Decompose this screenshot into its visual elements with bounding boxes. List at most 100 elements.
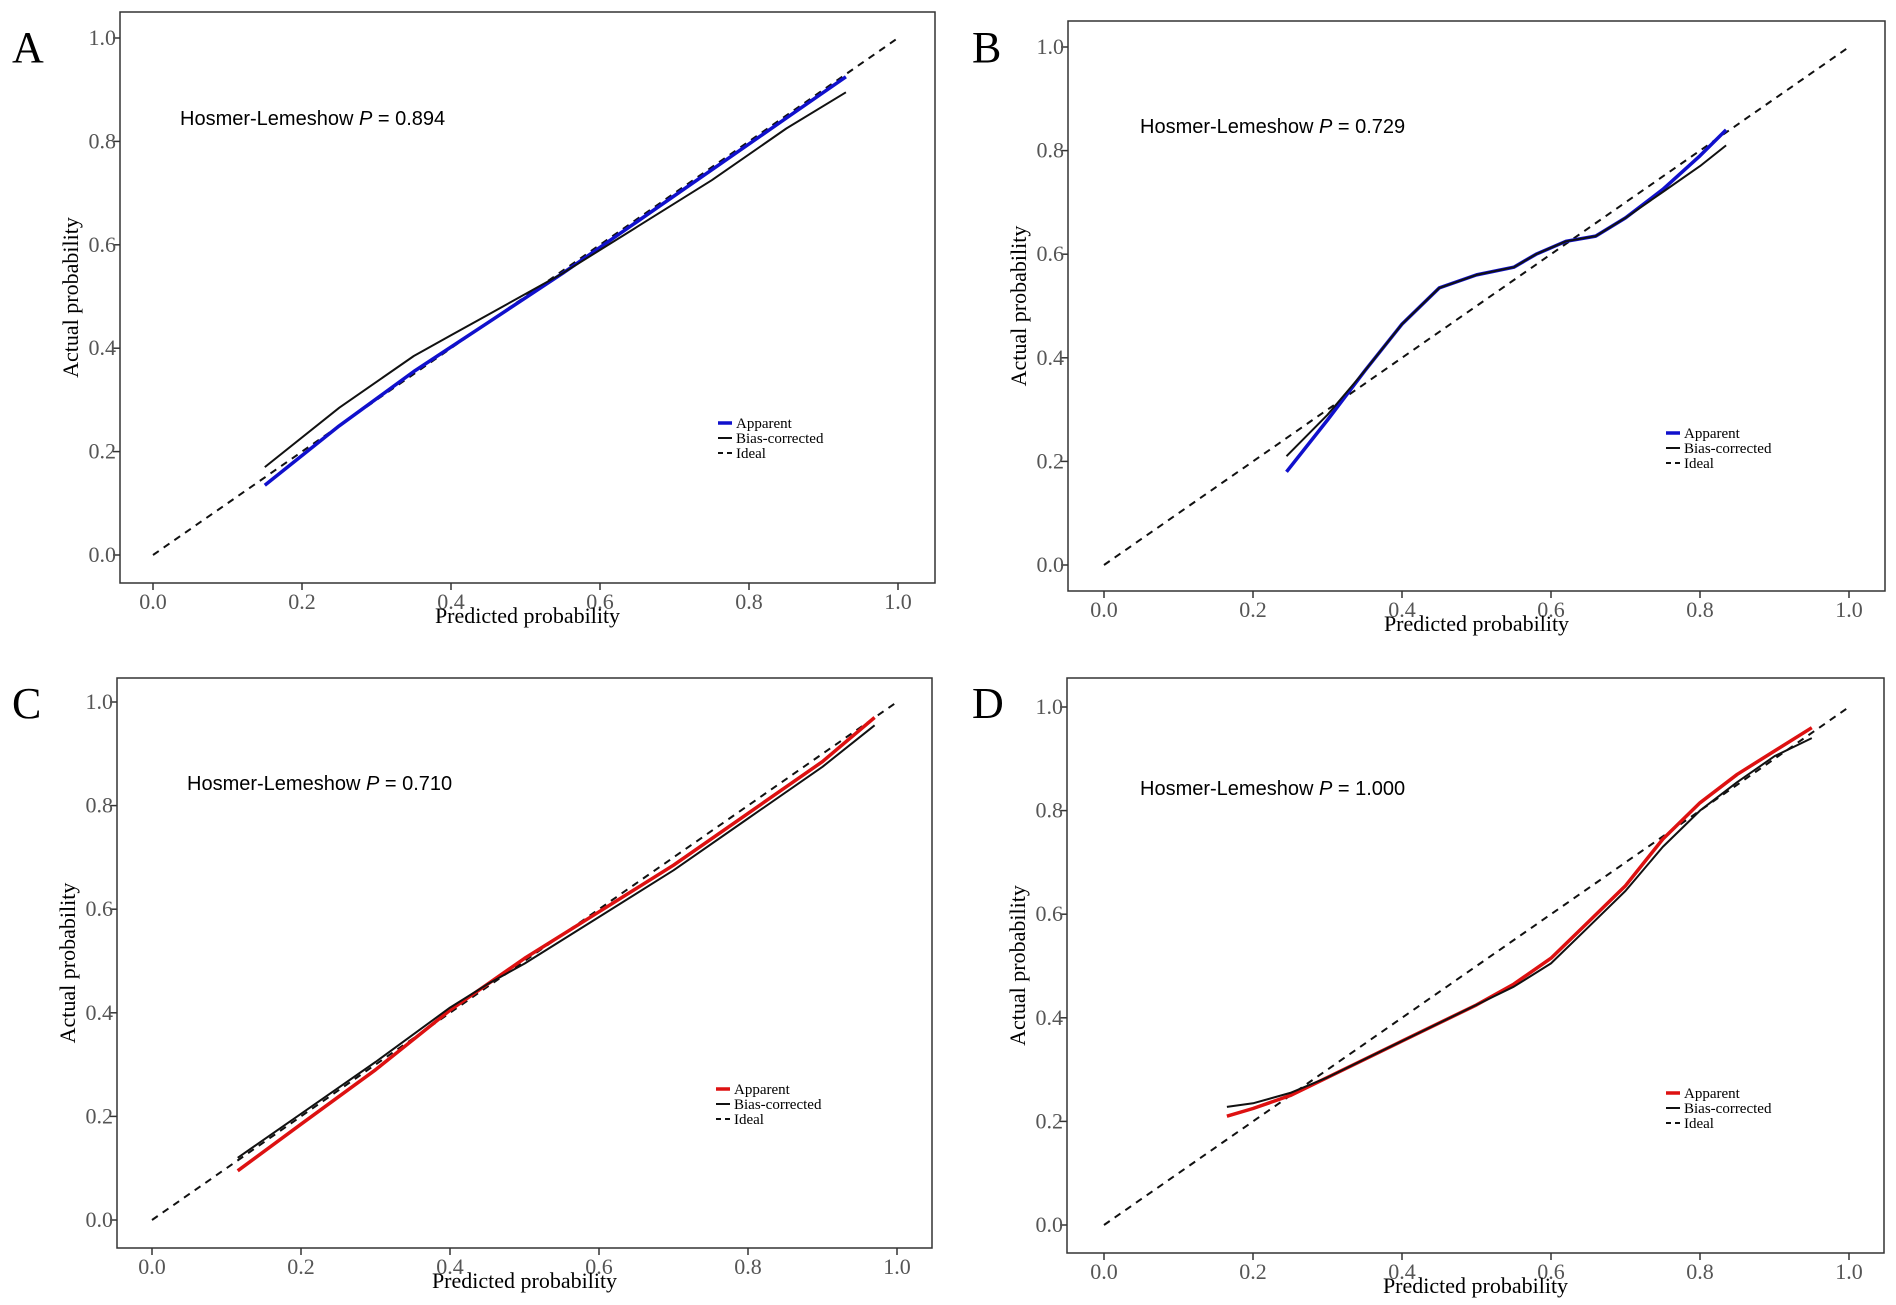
y-tick-label: 0.8 — [1037, 138, 1065, 163]
hl-p-symbol: P — [1319, 116, 1333, 138]
x-tick-label: 0.6 — [585, 1254, 613, 1279]
legend-label: Bias-corrected — [1684, 441, 1772, 457]
x-tick-label: 0.0 — [1090, 597, 1118, 622]
y-tick-label: 1.0 — [89, 25, 117, 50]
y-tick-label: 0.4 — [89, 335, 117, 360]
legend-label: Apparent — [736, 416, 793, 432]
legend-label: Ideal — [734, 1112, 764, 1128]
plot-frame — [1066, 677, 1885, 1254]
series-line-bias-corrected — [1285, 144, 1727, 457]
x-tick-label: 0.0 — [138, 1254, 166, 1279]
y-tick-label: 0.2 — [1037, 448, 1065, 473]
y-tick-label: 0.0 — [1036, 1212, 1064, 1237]
x-tick-label: 0.0 — [1090, 1259, 1118, 1284]
y-tick-label: 0.8 — [89, 128, 117, 153]
x-axis-title: Predicted probability — [1384, 611, 1569, 636]
legend-label: Bias-corrected — [736, 431, 824, 447]
series-line-apparent — [236, 716, 876, 1173]
panel-c: C 0.0 0.2 0.4 0.6 0.8 1.0 0.0 0.2 0.4 0.6 0.8 1.0 Pre… — [12, 677, 933, 1293]
series-line-ideal — [151, 701, 898, 1221]
series-line-bias-corrected — [237, 724, 876, 1159]
series-line-ideal — [1103, 706, 1850, 1226]
hosmer-lemeshow-annotation: Hosmer-Lemeshow P = 1.000 — [1140, 778, 1405, 800]
y-tick-label: 0.0 — [1037, 552, 1065, 577]
x-tick-label: 0.6 — [586, 589, 614, 614]
y-tick-label: 0.8 — [1036, 798, 1064, 823]
legend-label: Apparent — [734, 1082, 791, 1098]
x-tick-label: 0.8 — [1686, 597, 1714, 622]
hl-prefix: Hosmer-Lemeshow — [180, 108, 359, 130]
x-axis-title: Predicted probability — [1383, 1273, 1568, 1298]
x-tick-label: 0.6 — [1537, 597, 1565, 622]
hl-p-symbol: P — [366, 773, 380, 795]
y-tick-label: 0.2 — [1036, 1108, 1064, 1133]
series-line-ideal — [152, 37, 899, 556]
panel-letter: B — [972, 23, 1001, 72]
x-tick-label: 0.0 — [139, 589, 167, 614]
panel-letter: D — [972, 679, 1004, 728]
hl-p-symbol: P — [1319, 778, 1333, 800]
y-axis-title: Actual probability — [55, 883, 80, 1044]
y-tick-label: 0.0 — [86, 1207, 114, 1232]
panel-letter: C — [12, 679, 41, 728]
hl-prefix: Hosmer-Lemeshow — [1140, 116, 1319, 138]
y-axis-title: Actual probability — [1005, 885, 1030, 1046]
legend-label: Bias-corrected — [1684, 1101, 1772, 1117]
plot-frame — [1067, 20, 1886, 592]
y-tick-label: 0.6 — [89, 232, 117, 257]
series-line-bias-corrected — [264, 91, 847, 468]
y-tick-label: 0.6 — [1036, 901, 1064, 926]
x-tick-label: 1.0 — [884, 589, 912, 614]
series-line-bias-corrected — [1226, 737, 1813, 1108]
x-tick-label: 0.4 — [1388, 1259, 1416, 1284]
x-tick-label: 0.2 — [287, 1254, 315, 1279]
x-tick-label: 0.4 — [1388, 597, 1416, 622]
x-tick-label: 0.4 — [436, 1254, 464, 1279]
y-tick-label: 0.2 — [89, 439, 117, 464]
legend-label: Ideal — [736, 446, 766, 462]
x-axis-title: Predicted probability — [435, 603, 620, 628]
y-tick-label: 0.6 — [1037, 241, 1065, 266]
x-tick-label: 0.6 — [1537, 1259, 1565, 1284]
y-tick-label: 1.0 — [86, 689, 114, 714]
y-tick-label: 1.0 — [1036, 694, 1064, 719]
y-tick-label: 0.2 — [86, 1103, 114, 1128]
y-tick-label: 0.8 — [86, 793, 114, 818]
panel-d: D 0.0 0.2 0.4 0.6 0.8 1.0 0.0 0.2 0.4 0.6 0.8 1.0 Pre… — [972, 677, 1885, 1298]
x-tick-label: 0.8 — [1686, 1259, 1714, 1284]
legend-label: Bias-corrected — [734, 1097, 822, 1113]
x-axis-title: Predicted probability — [432, 1268, 617, 1293]
x-tick-label: 0.8 — [735, 589, 763, 614]
legend-label: Ideal — [1684, 1116, 1714, 1132]
hl-p-value: = 0.894 — [372, 108, 445, 130]
y-tick-label: 0.0 — [89, 542, 117, 567]
y-axis-title: Actual probability — [58, 217, 83, 378]
x-tick-label: 0.8 — [734, 1254, 762, 1279]
hl-p-symbol: P — [359, 108, 373, 130]
legend-label: Apparent — [1684, 1086, 1741, 1102]
y-tick-label: 0.4 — [1036, 1005, 1064, 1030]
x-tick-label: 1.0 — [883, 1254, 911, 1279]
hosmer-lemeshow-annotation: Hosmer-Lemeshow P = 0.729 — [1140, 116, 1405, 138]
panel-b: B 0.0 0.2 0.4 0.6 0.8 1.0 0.0 0.2 0.4 0.6 0.8 1.0 Pre… — [972, 20, 1886, 636]
y-tick-label: 1.0 — [1037, 34, 1065, 59]
hl-p-value: = 1.000 — [1332, 778, 1405, 800]
hosmer-lemeshow-annotation: Hosmer-Lemeshow P = 0.710 — [187, 773, 452, 795]
hl-prefix: Hosmer-Lemeshow — [1140, 778, 1319, 800]
x-tick-label: 0.2 — [1239, 597, 1267, 622]
series-line-apparent — [1285, 128, 1728, 473]
panel-a: A 0.0 0.2 0.4 0.6 0.8 1.0 0.0 0.2 0.4 0.6 0.8 1.0 Pre… — [12, 11, 936, 628]
plot-frame — [116, 677, 933, 1249]
y-axis-title: Actual probability — [1006, 226, 1031, 387]
hosmer-lemeshow-annotation: Hosmer-Lemeshow P = 0.894 — [180, 108, 445, 130]
series-line-apparent — [1226, 726, 1813, 1118]
x-tick-label: 1.0 — [1835, 1259, 1863, 1284]
x-tick-label: 0.2 — [1239, 1259, 1267, 1284]
hl-prefix: Hosmer-Lemeshow — [187, 773, 366, 795]
x-tick-label: 1.0 — [1835, 597, 1863, 622]
